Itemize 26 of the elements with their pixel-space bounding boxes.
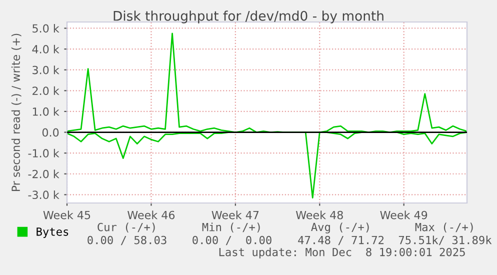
y-tick-label: -1.0 k <box>28 148 60 158</box>
x-tick-label: Week 47 <box>212 210 259 220</box>
y-tick-label: 1.0 k <box>32 107 60 116</box>
x-tick-label: Week 46 <box>128 210 175 220</box>
y-tick-label: 2.0 k <box>32 86 60 96</box>
chart-title: Disk throughput for /dev/md0 - by month <box>114 10 384 24</box>
x-tick-label: Week 45 <box>43 210 90 220</box>
text: 0.00 / 0.00 <box>192 236 272 246</box>
y-tick-label: 4.0 k <box>32 44 60 54</box>
text: Max (-/+) <box>415 222 473 233</box>
text: 75.51k/ 31.89k <box>398 236 492 246</box>
text: 0.00 / 58.03 <box>88 236 166 246</box>
y-tick-label: 0.0 <box>42 128 59 137</box>
y-axis-title: Pr second read (-) / write (+) <box>11 34 22 192</box>
y-tick-label: -3.0 k <box>28 190 60 200</box>
text: 47.48 / 71.72 <box>298 236 384 246</box>
y-tick-label: 5.0 k <box>32 24 60 33</box>
y-tick-label: 3.0 k <box>32 66 60 74</box>
x-tick-label: Week 49 <box>380 210 428 220</box>
text: Cur (-/+) <box>98 222 155 233</box>
x-tick-label: Week 48 <box>296 210 343 220</box>
text: Min (-/+) <box>202 222 260 233</box>
legend-label: Bytes <box>36 228 68 238</box>
text: Avg (-/+) <box>311 222 369 234</box>
text: Last update: Mon Dec 8 19:00:01 2025 <box>219 248 465 258</box>
y-tick-label: -2.0 k <box>28 170 60 178</box>
